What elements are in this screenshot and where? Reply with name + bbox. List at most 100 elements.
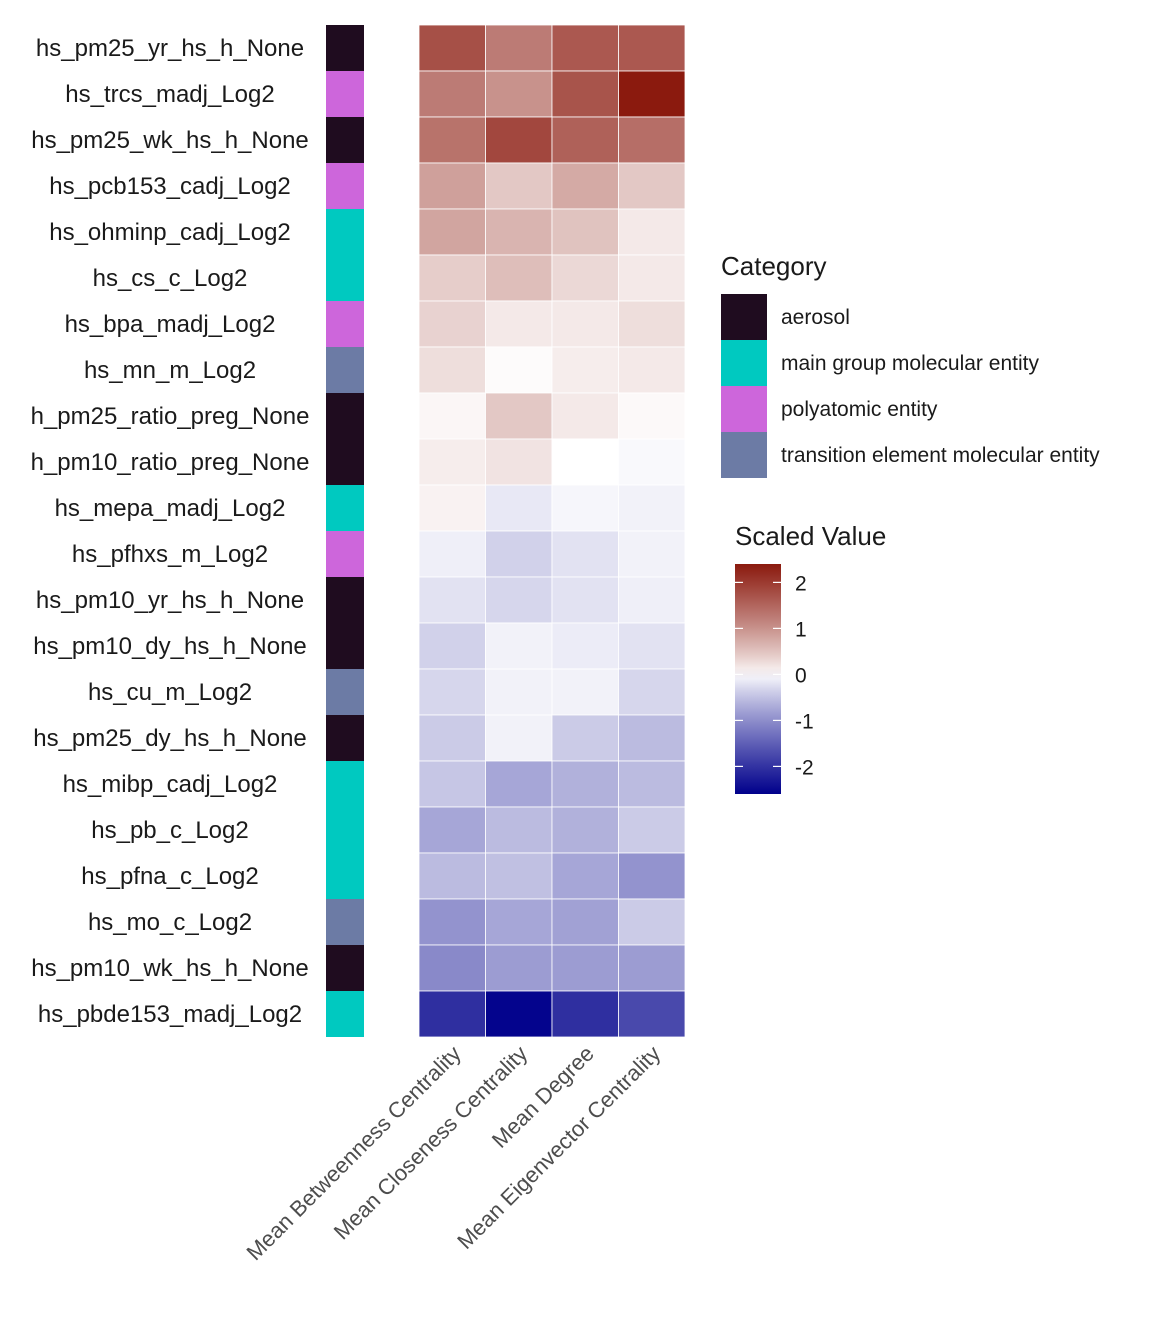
heatmap-cell-hs-pb-c-log2-mean-closeness-centrality [485,806,553,854]
row-label-hs-pcb153-cadj-log2: hs_pcb153_cadj_Log2 [49,173,291,200]
row-label-hs-bpa-madj-log2: hs_bpa_madj_Log2 [65,311,276,338]
heatmap-cell-hs-pm10-wk-hs-h-none-mean-degree [551,944,619,992]
row-label-hs-pfna-c-log2: hs_pfna_c_Log2 [81,863,259,890]
heatmap-cell-hs-pm10-dy-hs-h-none-mean-eigenvector-centrality [618,622,686,670]
heatmap-cell-hs-mn-m-log2-mean-betweenness-centrality [418,346,486,394]
heatmap-cell-hs-trcs-madj-log2-mean-degree [551,70,619,118]
heatmap-cell-hs-cu-m-log2-mean-degree [551,668,619,716]
row-label-hs-mo-c-log2: hs_mo_c_Log2 [88,909,252,936]
colorbar-tick-label: 0 [795,664,807,687]
heatmap-cell-hs-pm25-yr-hs-h-none-mean-degree [551,24,619,72]
colorbar-title: Scaled Value [735,521,886,551]
heatmap-cell-hs-mn-m-log2-mean-eigenvector-centrality [618,346,686,394]
category-cell-hs-pm10-yr-hs-h-none [326,577,364,623]
row-label-h-pm10-ratio-preg-none: h_pm10_ratio_preg_None [31,449,310,476]
heatmap-cell-hs-mo-c-log2-mean-degree [551,898,619,946]
colorbar-legend: Scaled Value 2 1 0 -1 -2 [735,521,886,794]
heatmap-cell-hs-pb-c-log2-mean-degree [551,806,619,854]
row-label-hs-ohminp-cadj-log2: hs_ohminp_cadj_Log2 [49,219,291,246]
category-cell-h-pm25-ratio-preg-none [326,393,364,439]
category-cell-hs-pbde153-madj-log2 [326,991,364,1037]
legend-swatch-polyatomic-entity [721,386,767,432]
heatmap-cell-hs-pcb153-cadj-log2-mean-closeness-centrality [485,162,553,210]
heatmap-cell-hs-pm10-wk-hs-h-none-mean-eigenvector-centrality [618,944,686,992]
heatmap-cell-hs-mibp-cadj-log2-mean-closeness-centrality [485,760,553,808]
heatmap-cell-hs-pfna-c-log2-mean-degree [551,852,619,900]
heatmap-cell-hs-trcs-madj-log2-mean-eigenvector-centrality [618,70,686,118]
heatmap-cell-hs-bpa-madj-log2-mean-degree [551,300,619,348]
category-strip [326,25,364,1037]
heatmap-cell-hs-pm10-dy-hs-h-none-mean-betweenness-centrality [418,622,486,670]
heatmap-cell-h-pm10-ratio-preg-none-mean-closeness-centrality [485,438,553,486]
row-label-hs-pm25-yr-hs-h-none: hs_pm25_yr_hs_h_None [36,35,304,62]
legend-swatch-transition-element-molecular-entity [721,432,767,478]
heatmap-cell-hs-pm10-wk-hs-h-none-mean-betweenness-centrality [418,944,486,992]
row-labels: hs_pm25_yr_hs_h_None hs_trcs_madj_Log2 hs_… [31,35,310,1028]
row-label-hs-pm25-dy-hs-h-none: hs_pm25_dy_hs_h_None [33,725,307,752]
category-cell-h-pm10-ratio-preg-none [326,439,364,485]
heatmap-cell-hs-pfhxs-m-log2-mean-eigenvector-centrality [618,530,686,578]
category-cell-hs-pm10-wk-hs-h-none [326,945,364,991]
heatmap-cell-hs-mn-m-log2-mean-closeness-centrality [485,346,553,394]
category-cell-hs-pb-c-log2 [326,807,364,853]
colorbar-tick-label: 1 [795,618,807,641]
heatmap-cells [418,24,686,1038]
row-label-hs-cs-c-log2: hs_cs_c_Log2 [93,265,248,292]
row-label-hs-cu-m-log2: hs_cu_m_Log2 [88,679,252,706]
heatmap-cell-h-pm25-ratio-preg-none-mean-eigenvector-centrality [618,392,686,440]
heatmap-cell-hs-mepa-madj-log2-mean-closeness-centrality [485,484,553,532]
heatmap-cell-hs-mibp-cadj-log2-mean-betweenness-centrality [418,760,486,808]
heatmap-cell-hs-cs-c-log2-mean-closeness-centrality [485,254,553,302]
legend-label-polyatomic-entity: polyatomic entity [781,398,938,421]
category-cell-hs-pm10-dy-hs-h-none [326,623,364,669]
heatmap-cell-hs-pfhxs-m-log2-mean-closeness-centrality [485,530,553,578]
heatmap-cell-hs-mo-c-log2-mean-closeness-centrality [485,898,553,946]
heatmap-cell-hs-cu-m-log2-mean-closeness-centrality [485,668,553,716]
heatmap-cell-h-pm25-ratio-preg-none-mean-betweenness-centrality [418,392,486,440]
row-label-hs-mibp-cadj-log2: hs_mibp_cadj_Log2 [63,771,278,798]
heatmap-cell-hs-mn-m-log2-mean-degree [551,346,619,394]
row-label-hs-mepa-madj-log2: hs_mepa_madj_Log2 [55,495,286,522]
heatmap-cell-hs-pbde153-madj-log2-mean-degree [551,990,619,1038]
heatmap-cell-hs-pbde153-madj-log2-mean-eigenvector-centrality [618,990,686,1038]
heatmap-cell-h-pm10-ratio-preg-none-mean-betweenness-centrality [418,438,486,486]
heatmap-cell-hs-bpa-madj-log2-mean-betweenness-centrality [418,300,486,348]
heatmap-cell-hs-pm25-wk-hs-h-none-mean-betweenness-centrality [418,116,486,164]
legend-label-aerosol: aerosol [781,306,850,329]
category-cell-hs-mepa-madj-log2 [326,485,364,531]
heatmap-cell-hs-mibp-cadj-log2-mean-degree [551,760,619,808]
row-label-hs-pbde153-madj-log2: hs_pbde153_madj_Log2 [38,1001,302,1028]
heatmap-cell-hs-pm10-yr-hs-h-none-mean-degree [551,576,619,624]
row-label-hs-pfhxs-m-log2: hs_pfhxs_m_Log2 [72,541,268,568]
heatmap-cell-hs-pm10-yr-hs-h-none-mean-closeness-centrality [485,576,553,624]
heatmap-cell-hs-bpa-madj-log2-mean-closeness-centrality [485,300,553,348]
row-label-hs-trcs-madj-log2: hs_trcs_madj_Log2 [65,81,274,108]
heatmap-cell-hs-pfna-c-log2-mean-eigenvector-centrality [618,852,686,900]
heatmap-cell-hs-ohminp-cadj-log2-mean-degree [551,208,619,256]
category-cell-hs-pfna-c-log2 [326,853,364,899]
heatmap-cell-hs-mepa-madj-log2-mean-degree [551,484,619,532]
heatmap-cell-hs-pm10-yr-hs-h-none-mean-eigenvector-centrality [618,576,686,624]
heatmap-cell-hs-ohminp-cadj-log2-mean-closeness-centrality [485,208,553,256]
category-cell-hs-pm25-dy-hs-h-none [326,715,364,761]
heatmap-cell-hs-cs-c-log2-mean-eigenvector-centrality [618,254,686,302]
heatmap-cell-hs-pfna-c-log2-mean-closeness-centrality [485,852,553,900]
heatmap-cell-hs-pb-c-log2-mean-eigenvector-centrality [618,806,686,854]
colorbar-gradient [735,564,781,794]
heatmap-cell-hs-ohminp-cadj-log2-mean-betweenness-centrality [418,208,486,256]
colorbar-tick-label: -2 [795,756,814,779]
row-label-hs-pb-c-log2: hs_pb_c_Log2 [91,817,248,844]
heatmap-cell-hs-pbde153-madj-log2-mean-betweenness-centrality [418,990,486,1038]
heatmap-cell-h-pm10-ratio-preg-none-mean-degree [551,438,619,486]
legend-label-main-group-molecular-entity: main group molecular entity [781,352,1039,375]
heatmap-cell-hs-mo-c-log2-mean-betweenness-centrality [418,898,486,946]
heatmap-cell-hs-mo-c-log2-mean-eigenvector-centrality [618,898,686,946]
category-legend-title: Category [721,251,827,281]
heatmap-cell-hs-mepa-madj-log2-mean-eigenvector-centrality [618,484,686,532]
heatmap-cell-hs-pm25-yr-hs-h-none-mean-closeness-centrality [485,24,553,72]
heatmap-cell-hs-pm25-yr-hs-h-none-mean-betweenness-centrality [418,24,486,72]
colorbar-ticks: 2 1 0 -1 -2 [735,572,814,779]
category-cell-hs-mn-m-log2 [326,347,364,393]
